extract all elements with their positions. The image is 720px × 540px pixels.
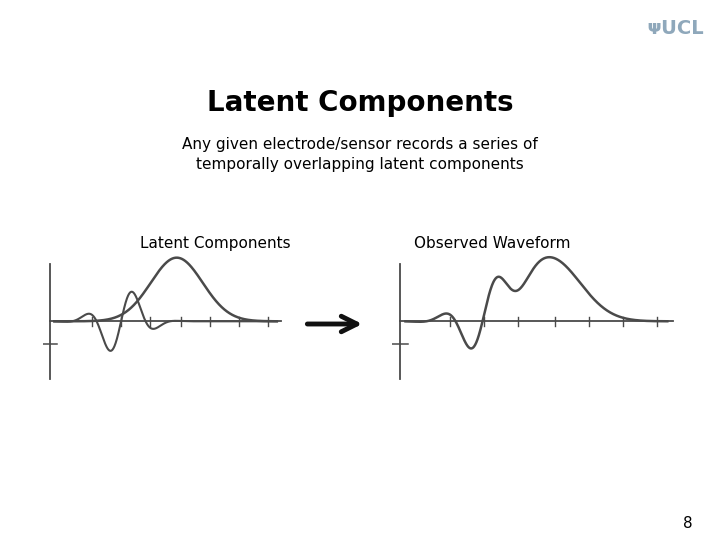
Text: ᴪUCL: ᴪUCL <box>647 19 704 38</box>
Text: Latent Components: Latent Components <box>207 89 513 117</box>
Text: Observed Waveform: Observed Waveform <box>414 235 570 251</box>
Text: Any given electrode/sensor records a series of
temporally overlapping latent com: Any given electrode/sensor records a ser… <box>182 137 538 172</box>
Text: Latent Components: Latent Components <box>140 235 291 251</box>
Text: 8: 8 <box>683 516 693 531</box>
